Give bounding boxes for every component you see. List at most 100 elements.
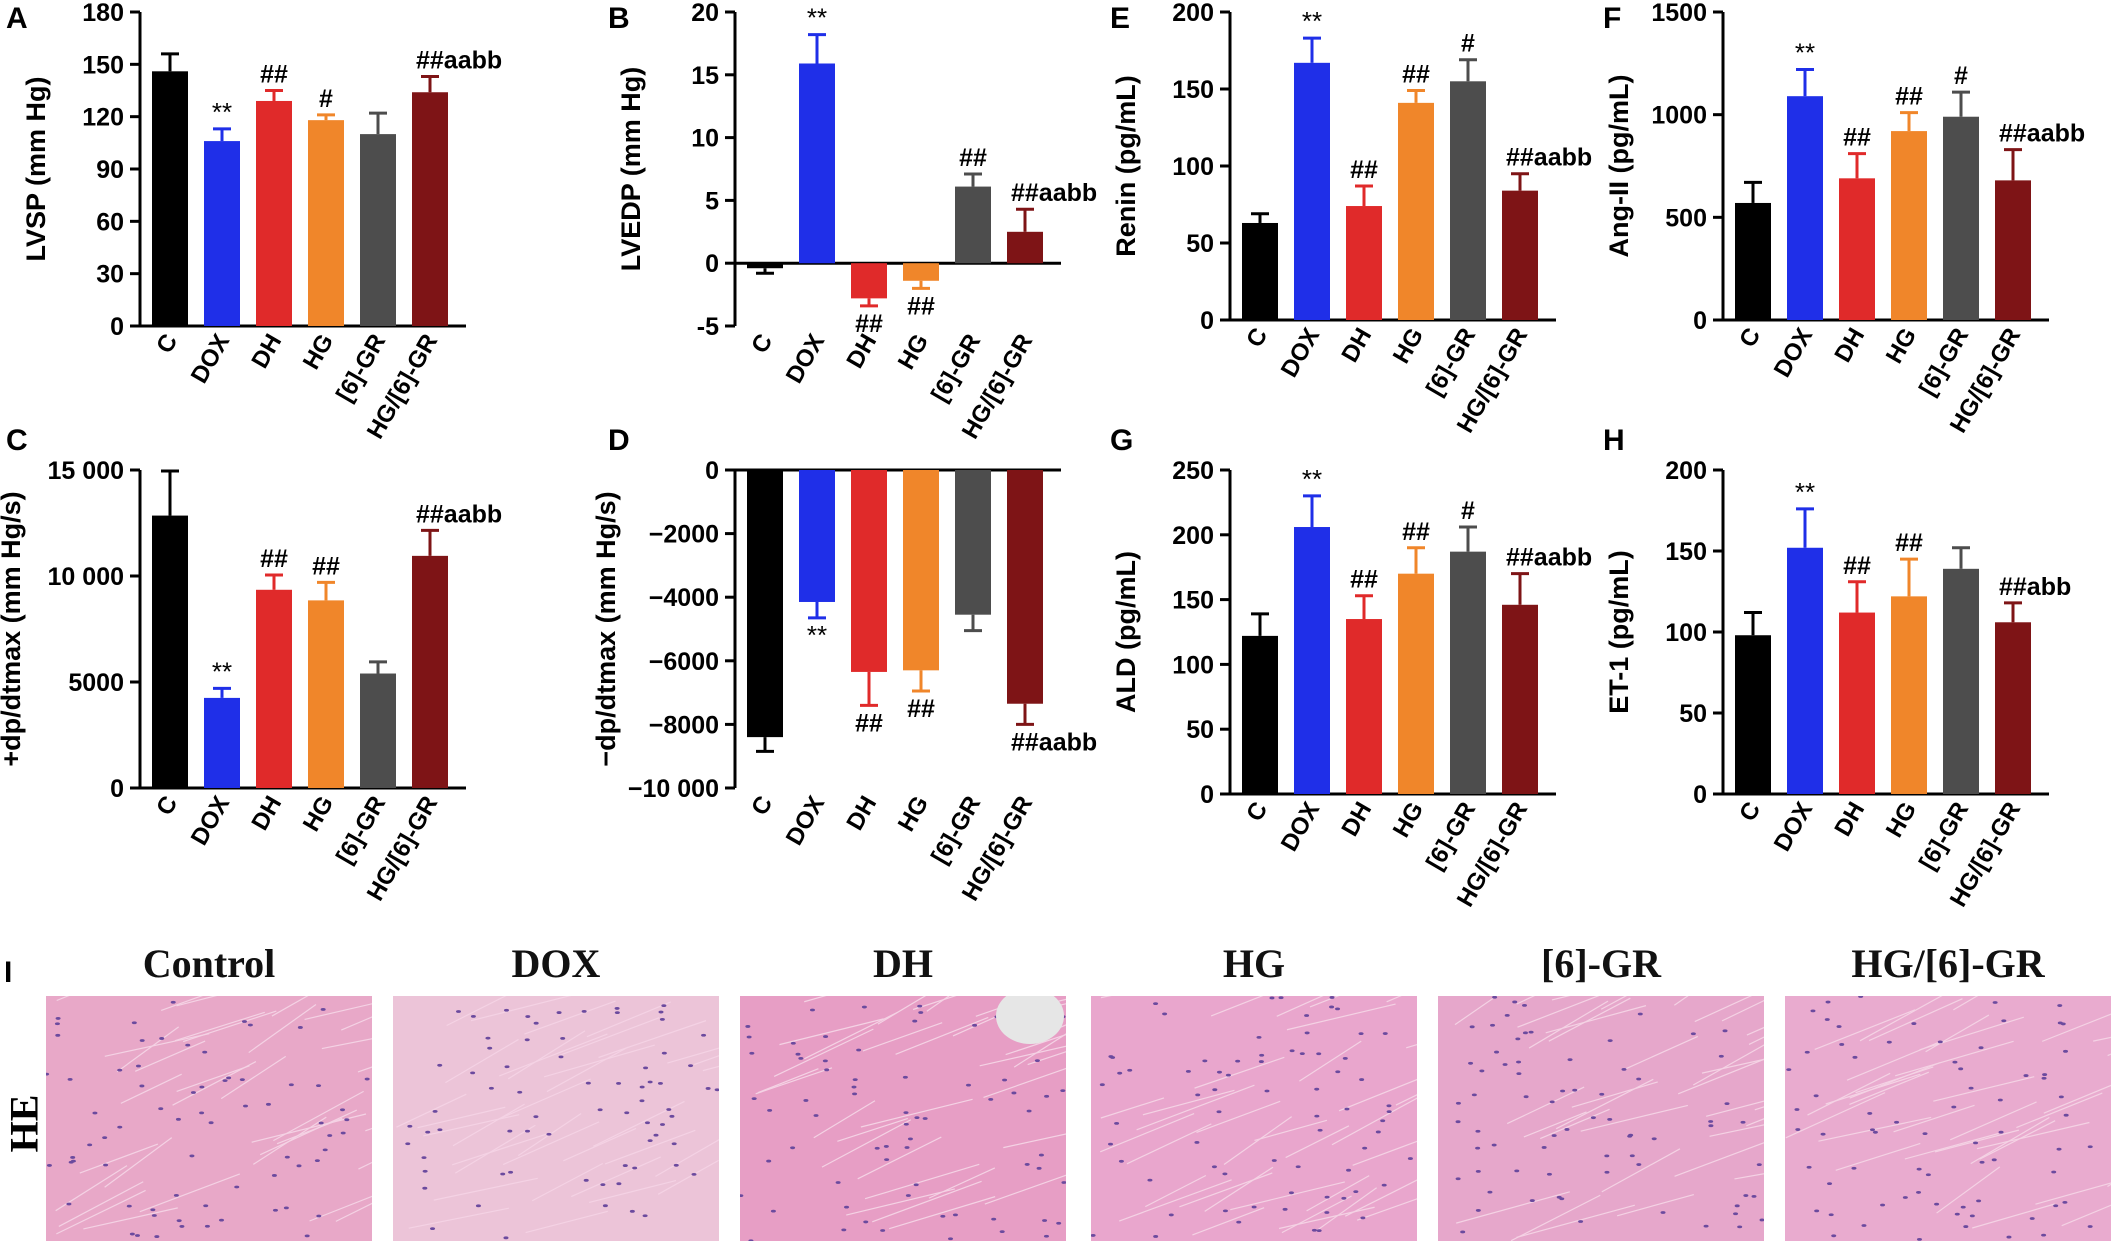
histology-title: DH	[873, 941, 933, 986]
y-tick-label: 50	[1186, 230, 1214, 258]
y-tick-label: 10 000	[48, 563, 124, 591]
nucleus	[1651, 1137, 1657, 1141]
significance-label: ##	[312, 552, 340, 580]
nucleus	[508, 1170, 514, 1174]
significance-label: **	[212, 656, 232, 686]
nucleus	[284, 1155, 290, 1159]
y-axis-label: −dp/dtmax (mm Hg/s)	[591, 491, 621, 766]
tissue-fiber	[525, 1210, 608, 1234]
significance-label: ##aabb	[1011, 728, 1097, 756]
histology-title: HG/[6]-GR	[1851, 941, 2045, 986]
nucleus	[583, 1178, 589, 1182]
nucleus	[914, 1116, 920, 1120]
bar	[1943, 568, 1979, 794]
bar	[360, 134, 396, 326]
nucleus	[880, 1229, 886, 1232]
nucleus	[1992, 1001, 1998, 1004]
nucleus	[1491, 1143, 1497, 1147]
nucleus	[824, 1068, 830, 1072]
x-tick-label: HG	[298, 330, 339, 375]
nucleus	[525, 1015, 531, 1018]
nucleus	[546, 1132, 552, 1136]
nucleus	[239, 1078, 245, 1082]
tissue-fiber	[1286, 1003, 1396, 1031]
nucleus	[1304, 1031, 1310, 1035]
tissue-fiber	[1352, 1140, 1417, 1166]
x-tick-label: HG	[1388, 324, 1429, 369]
nucleus	[1038, 1153, 1044, 1157]
tissue-fiber	[445, 1038, 519, 1084]
nucleus	[2041, 1233, 2047, 1237]
tissue-fiber	[1516, 1204, 1636, 1238]
bar	[955, 470, 991, 615]
significance-label: **	[807, 3, 827, 33]
significance-label: ##abb	[1999, 573, 2071, 601]
nucleus	[903, 1122, 909, 1126]
tissue-fiber	[821, 1119, 912, 1168]
nucleus	[666, 1108, 672, 1111]
nucleus	[1362, 1146, 1368, 1150]
nucleus	[203, 1204, 209, 1208]
nucleus	[1127, 1068, 1133, 1072]
tissue-fiber	[1528, 1000, 1609, 1049]
nucleus	[1806, 1165, 1812, 1169]
nucleus	[46, 1072, 50, 1076]
y-tick-label: 150	[1172, 76, 1214, 104]
nucleus	[70, 1159, 76, 1163]
tissue-fiber	[1677, 1058, 1764, 1095]
nucleus	[972, 1023, 978, 1027]
nucleus	[316, 1214, 322, 1218]
nucleus	[1969, 1214, 1975, 1218]
y-tick-label: 60	[96, 208, 124, 236]
x-tick-label: DOX	[781, 792, 830, 851]
nucleus	[852, 1092, 858, 1096]
y-tick-label: 0	[1693, 781, 1707, 809]
tissue-fiber	[1456, 1191, 1570, 1224]
tissue-texture	[740, 996, 1066, 1241]
nucleus	[1734, 1204, 1740, 1208]
nucleus	[1637, 1012, 1643, 1016]
x-tick-label: HG	[893, 792, 934, 837]
nucleus	[1475, 1129, 1481, 1133]
tissue-fiber	[161, 996, 204, 1012]
nucleus	[669, 1114, 675, 1118]
nucleus	[1335, 1070, 1341, 1074]
x-tick-label: DOX	[186, 330, 235, 389]
x-tick-label: HG	[1881, 324, 1922, 369]
nucleus	[1295, 1165, 1301, 1169]
nucleus	[952, 1213, 958, 1217]
nucleus	[1827, 1182, 1833, 1186]
y-tick-label: 200	[1172, 0, 1214, 27]
nucleus	[1324, 1211, 1330, 1214]
nucleus	[948, 1237, 954, 1241]
nucleus	[2057, 1021, 2063, 1025]
bar	[1450, 81, 1486, 320]
tissue-fiber	[546, 1046, 629, 1093]
nucleus	[658, 1010, 664, 1014]
nucleus	[2087, 1225, 2093, 1228]
significance-label: ##	[1350, 156, 1378, 184]
bar	[955, 186, 991, 264]
significance-label: #	[1461, 497, 1475, 525]
nucleus	[421, 1156, 427, 1159]
histology-image	[393, 996, 719, 1241]
bar	[1502, 604, 1538, 794]
nucleus	[1359, 1078, 1365, 1081]
bar	[747, 263, 783, 269]
nucleus	[1804, 1050, 1810, 1054]
y-tick-label: 180	[82, 0, 124, 27]
nucleus	[405, 1142, 411, 1146]
nucleus	[2058, 1095, 2064, 1099]
tissue-fiber	[2016, 1092, 2103, 1129]
nucleus	[1235, 1059, 1241, 1063]
nucleus	[835, 1181, 841, 1184]
nucleus	[1951, 1105, 1957, 1109]
tissue-fiber	[396, 1093, 467, 1128]
nucleus	[1269, 996, 1275, 1000]
nucleus	[659, 1018, 665, 1021]
tissue-fiber	[335, 1202, 372, 1222]
nucleus	[940, 1214, 946, 1218]
tissue-fiber	[813, 1100, 876, 1139]
nucleus	[327, 1134, 333, 1137]
nucleus	[1546, 1172, 1552, 1176]
